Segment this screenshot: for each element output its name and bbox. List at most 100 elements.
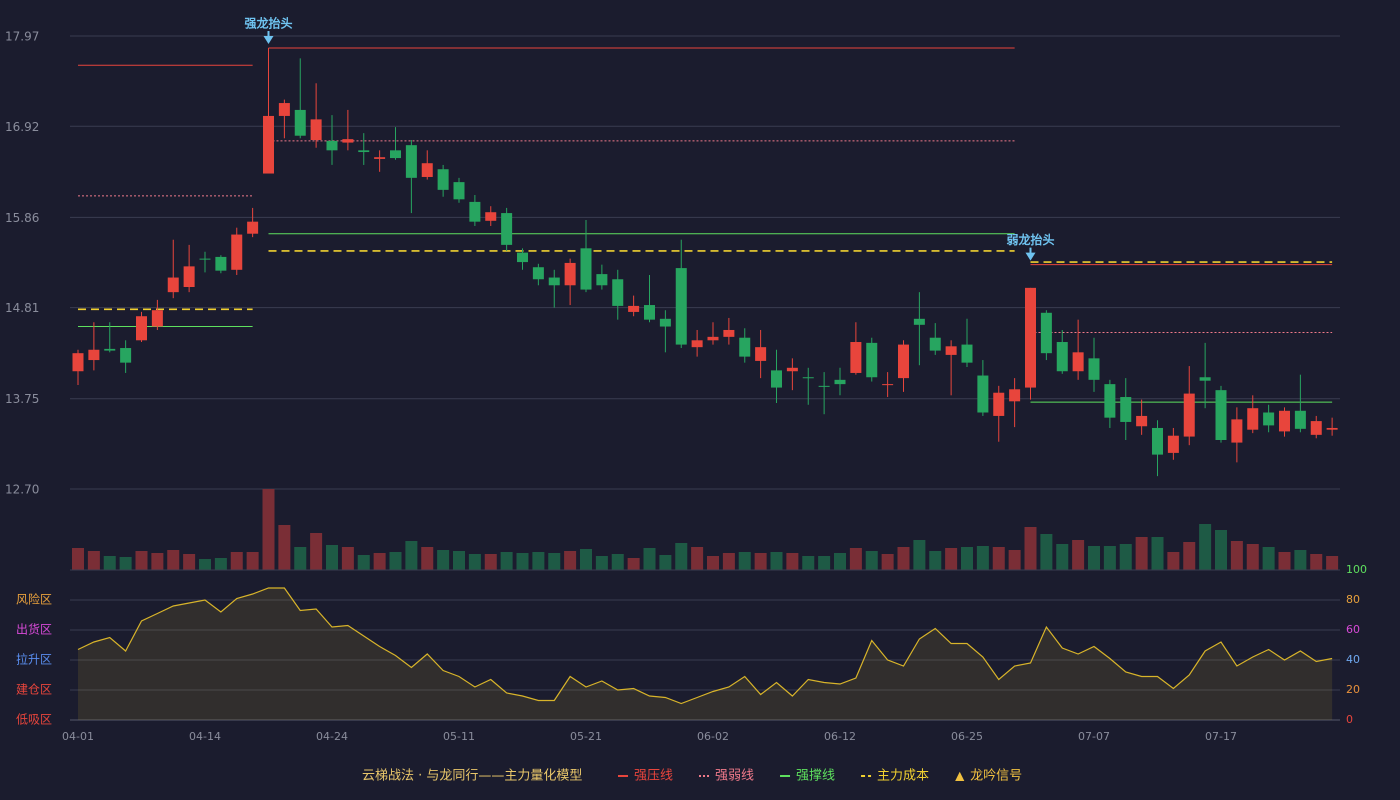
candle-body bbox=[1120, 397, 1132, 422]
x-tick-label: 07-17 bbox=[1205, 730, 1237, 743]
volume-bar bbox=[1294, 550, 1307, 570]
candle-body bbox=[310, 119, 322, 141]
candle-body bbox=[580, 248, 592, 290]
candle-body bbox=[1056, 342, 1068, 372]
candle-body bbox=[1072, 352, 1084, 372]
volume-bar bbox=[72, 548, 84, 570]
volume-bar bbox=[1278, 552, 1291, 570]
candle-body bbox=[263, 115, 274, 174]
candle-body bbox=[120, 348, 132, 363]
volume-bar bbox=[754, 553, 767, 570]
volume-bar bbox=[595, 556, 608, 570]
candle-body bbox=[882, 384, 894, 386]
zone-label: 出货区 bbox=[16, 622, 52, 637]
candle-body bbox=[342, 139, 354, 143]
volume-bar bbox=[707, 556, 719, 570]
x-tick-label: 05-11 bbox=[443, 730, 475, 743]
volume-bar bbox=[135, 551, 148, 570]
candle-body bbox=[564, 262, 576, 286]
candle-body bbox=[437, 169, 449, 190]
candle-body bbox=[294, 109, 306, 136]
volume-bar bbox=[119, 557, 132, 570]
volume-bar bbox=[341, 547, 354, 570]
legend-label: 强撑线 bbox=[796, 769, 835, 784]
candle-body bbox=[548, 277, 560, 286]
volume-bar bbox=[87, 551, 100, 570]
volume-bar bbox=[1246, 544, 1259, 570]
volume-bar bbox=[278, 525, 291, 570]
candle-body bbox=[517, 252, 528, 263]
x-tick-label: 05-21 bbox=[570, 730, 602, 743]
candle-body bbox=[1183, 393, 1195, 437]
zone-label: 建仓区 bbox=[16, 683, 52, 697]
volume-bar bbox=[1151, 537, 1164, 570]
y-tick-label: 16.92 bbox=[5, 120, 39, 134]
volume-bar bbox=[310, 533, 323, 570]
candle-body bbox=[72, 353, 84, 372]
candle-body bbox=[945, 346, 957, 355]
candle-body bbox=[1215, 390, 1227, 441]
candle-body bbox=[374, 157, 386, 159]
x-tick-label: 04-01 bbox=[62, 730, 94, 743]
volume-bar bbox=[532, 552, 545, 570]
indicator-line bbox=[77, 587, 1333, 705]
candle-body bbox=[644, 305, 655, 320]
volume-bar bbox=[500, 552, 513, 570]
candle-body bbox=[215, 256, 227, 271]
volume-bar bbox=[405, 541, 418, 570]
candle-body bbox=[771, 370, 782, 388]
volume-bar bbox=[1135, 537, 1148, 570]
candle-body bbox=[199, 258, 211, 260]
candle-body bbox=[1326, 427, 1338, 430]
candle-body bbox=[913, 318, 925, 325]
volume-bar bbox=[1215, 530, 1227, 570]
volume-bar bbox=[1040, 534, 1053, 570]
x-tick-label: 04-14 bbox=[189, 730, 221, 743]
candle-body bbox=[898, 344, 909, 379]
volume-bar bbox=[167, 550, 180, 570]
candle-body bbox=[183, 266, 195, 287]
x-tick-label: 07-07 bbox=[1078, 730, 1110, 743]
volume-bar bbox=[294, 547, 307, 570]
y2-tick-label: 40 bbox=[1346, 653, 1360, 666]
legend-marker: ▲ bbox=[955, 769, 965, 783]
volume-bar bbox=[1103, 546, 1116, 570]
y2-tick-label: 0 bbox=[1346, 713, 1353, 726]
volume-bar bbox=[738, 552, 751, 570]
volume-bar bbox=[389, 552, 402, 570]
volume-bar bbox=[834, 553, 846, 570]
legend-label: 主力成本 bbox=[877, 769, 929, 784]
volume-bar bbox=[1119, 544, 1132, 570]
zone-label: 低吸区 bbox=[16, 713, 52, 727]
candle-body bbox=[1152, 427, 1163, 455]
volume-bar bbox=[373, 553, 386, 570]
candle-body bbox=[1310, 421, 1322, 435]
volume-bar bbox=[1183, 542, 1196, 570]
legend-label: 强压线 bbox=[634, 769, 673, 784]
indicator-area bbox=[78, 588, 1333, 720]
candle-body bbox=[802, 377, 814, 379]
volume-bar bbox=[468, 554, 481, 570]
x-tick-label: 04-24 bbox=[316, 730, 348, 743]
y2-tick-label: 100 bbox=[1346, 563, 1367, 576]
volume-bar bbox=[675, 543, 688, 570]
legend-label: 龙吟信号 bbox=[970, 768, 1022, 784]
candle-body bbox=[278, 103, 290, 116]
candle-body bbox=[675, 268, 687, 345]
volume-bar bbox=[103, 556, 116, 570]
candle-body bbox=[659, 318, 671, 327]
candle-body bbox=[739, 337, 751, 357]
candle-body bbox=[929, 337, 941, 351]
volume-bar bbox=[1008, 550, 1021, 570]
volume-bar bbox=[1199, 524, 1212, 570]
candle-body bbox=[834, 379, 846, 385]
volume-bar bbox=[659, 555, 672, 570]
candle-body bbox=[151, 310, 163, 327]
volume-bar bbox=[961, 547, 973, 570]
candle-body bbox=[628, 305, 640, 312]
signal-arrow bbox=[263, 31, 274, 45]
y-tick-label: 17.97 bbox=[5, 30, 39, 44]
candle-body bbox=[818, 385, 830, 387]
volume-bar bbox=[818, 556, 831, 570]
